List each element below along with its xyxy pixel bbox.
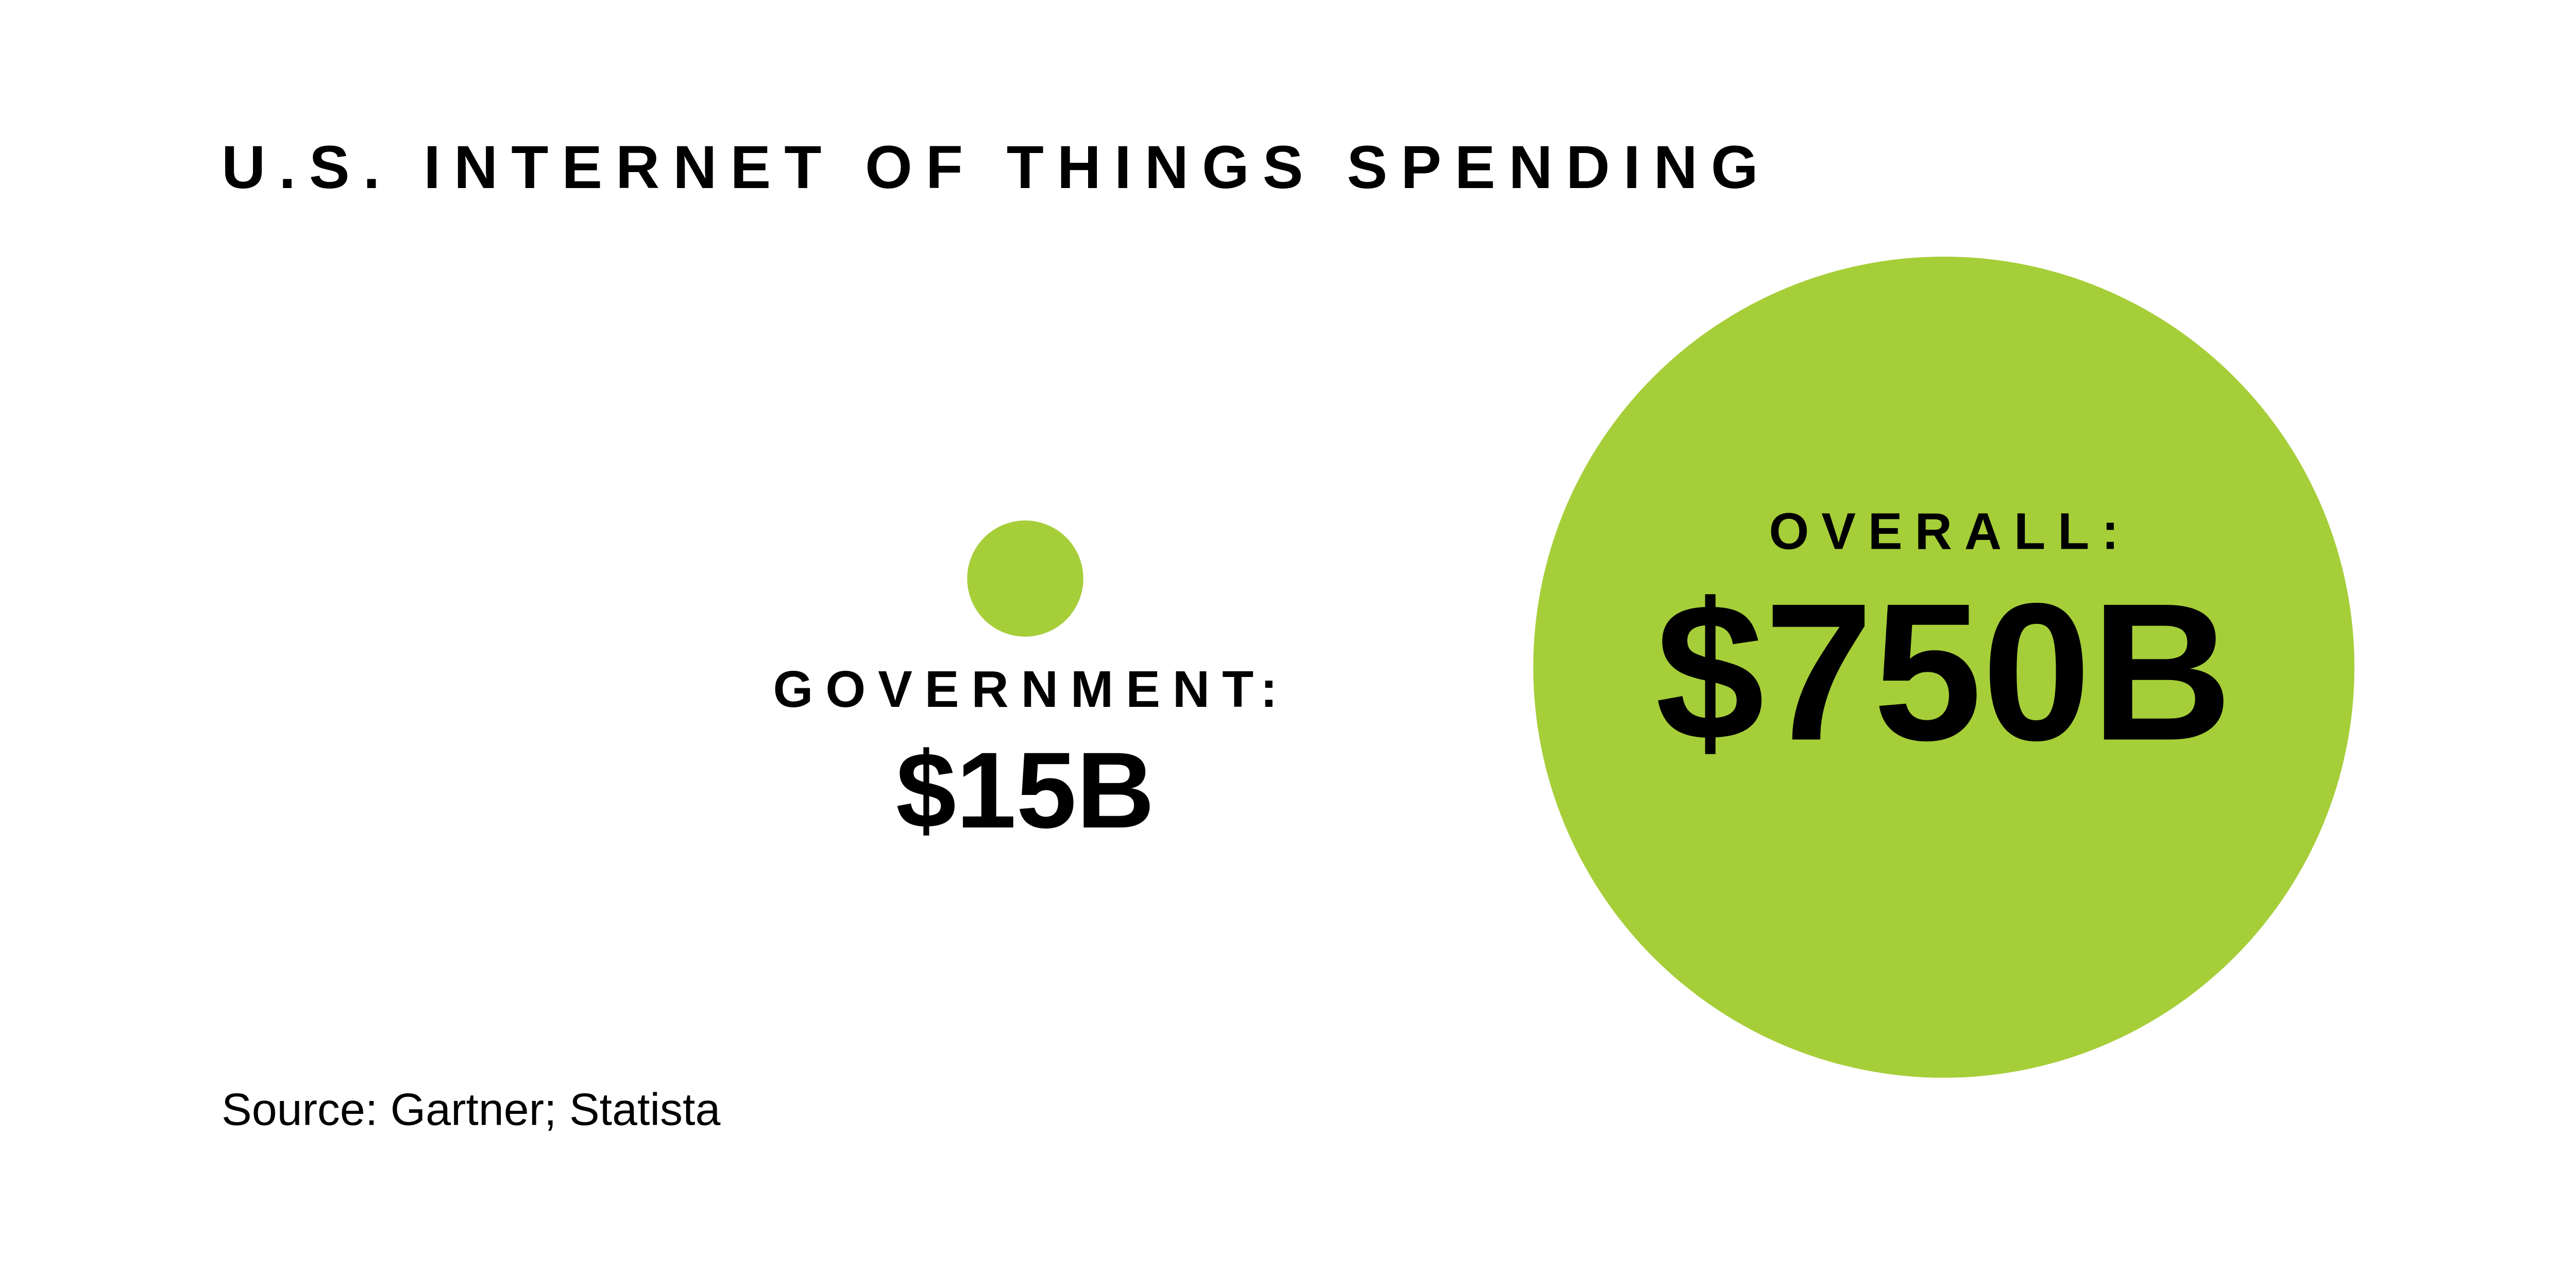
source-note: Source: Gartner; Statista xyxy=(222,1083,720,1134)
bubble xyxy=(1533,257,2354,1078)
chart-title: U.S. INTERNET OF THINGS SPENDING xyxy=(222,133,1772,201)
category-label: GOVERNMENT: xyxy=(773,660,1290,718)
bubble xyxy=(967,520,1083,637)
value-label: $15B xyxy=(896,730,1155,851)
value-label: $750B xyxy=(1655,562,2232,781)
category-label: OVERALL: xyxy=(1769,502,2131,560)
